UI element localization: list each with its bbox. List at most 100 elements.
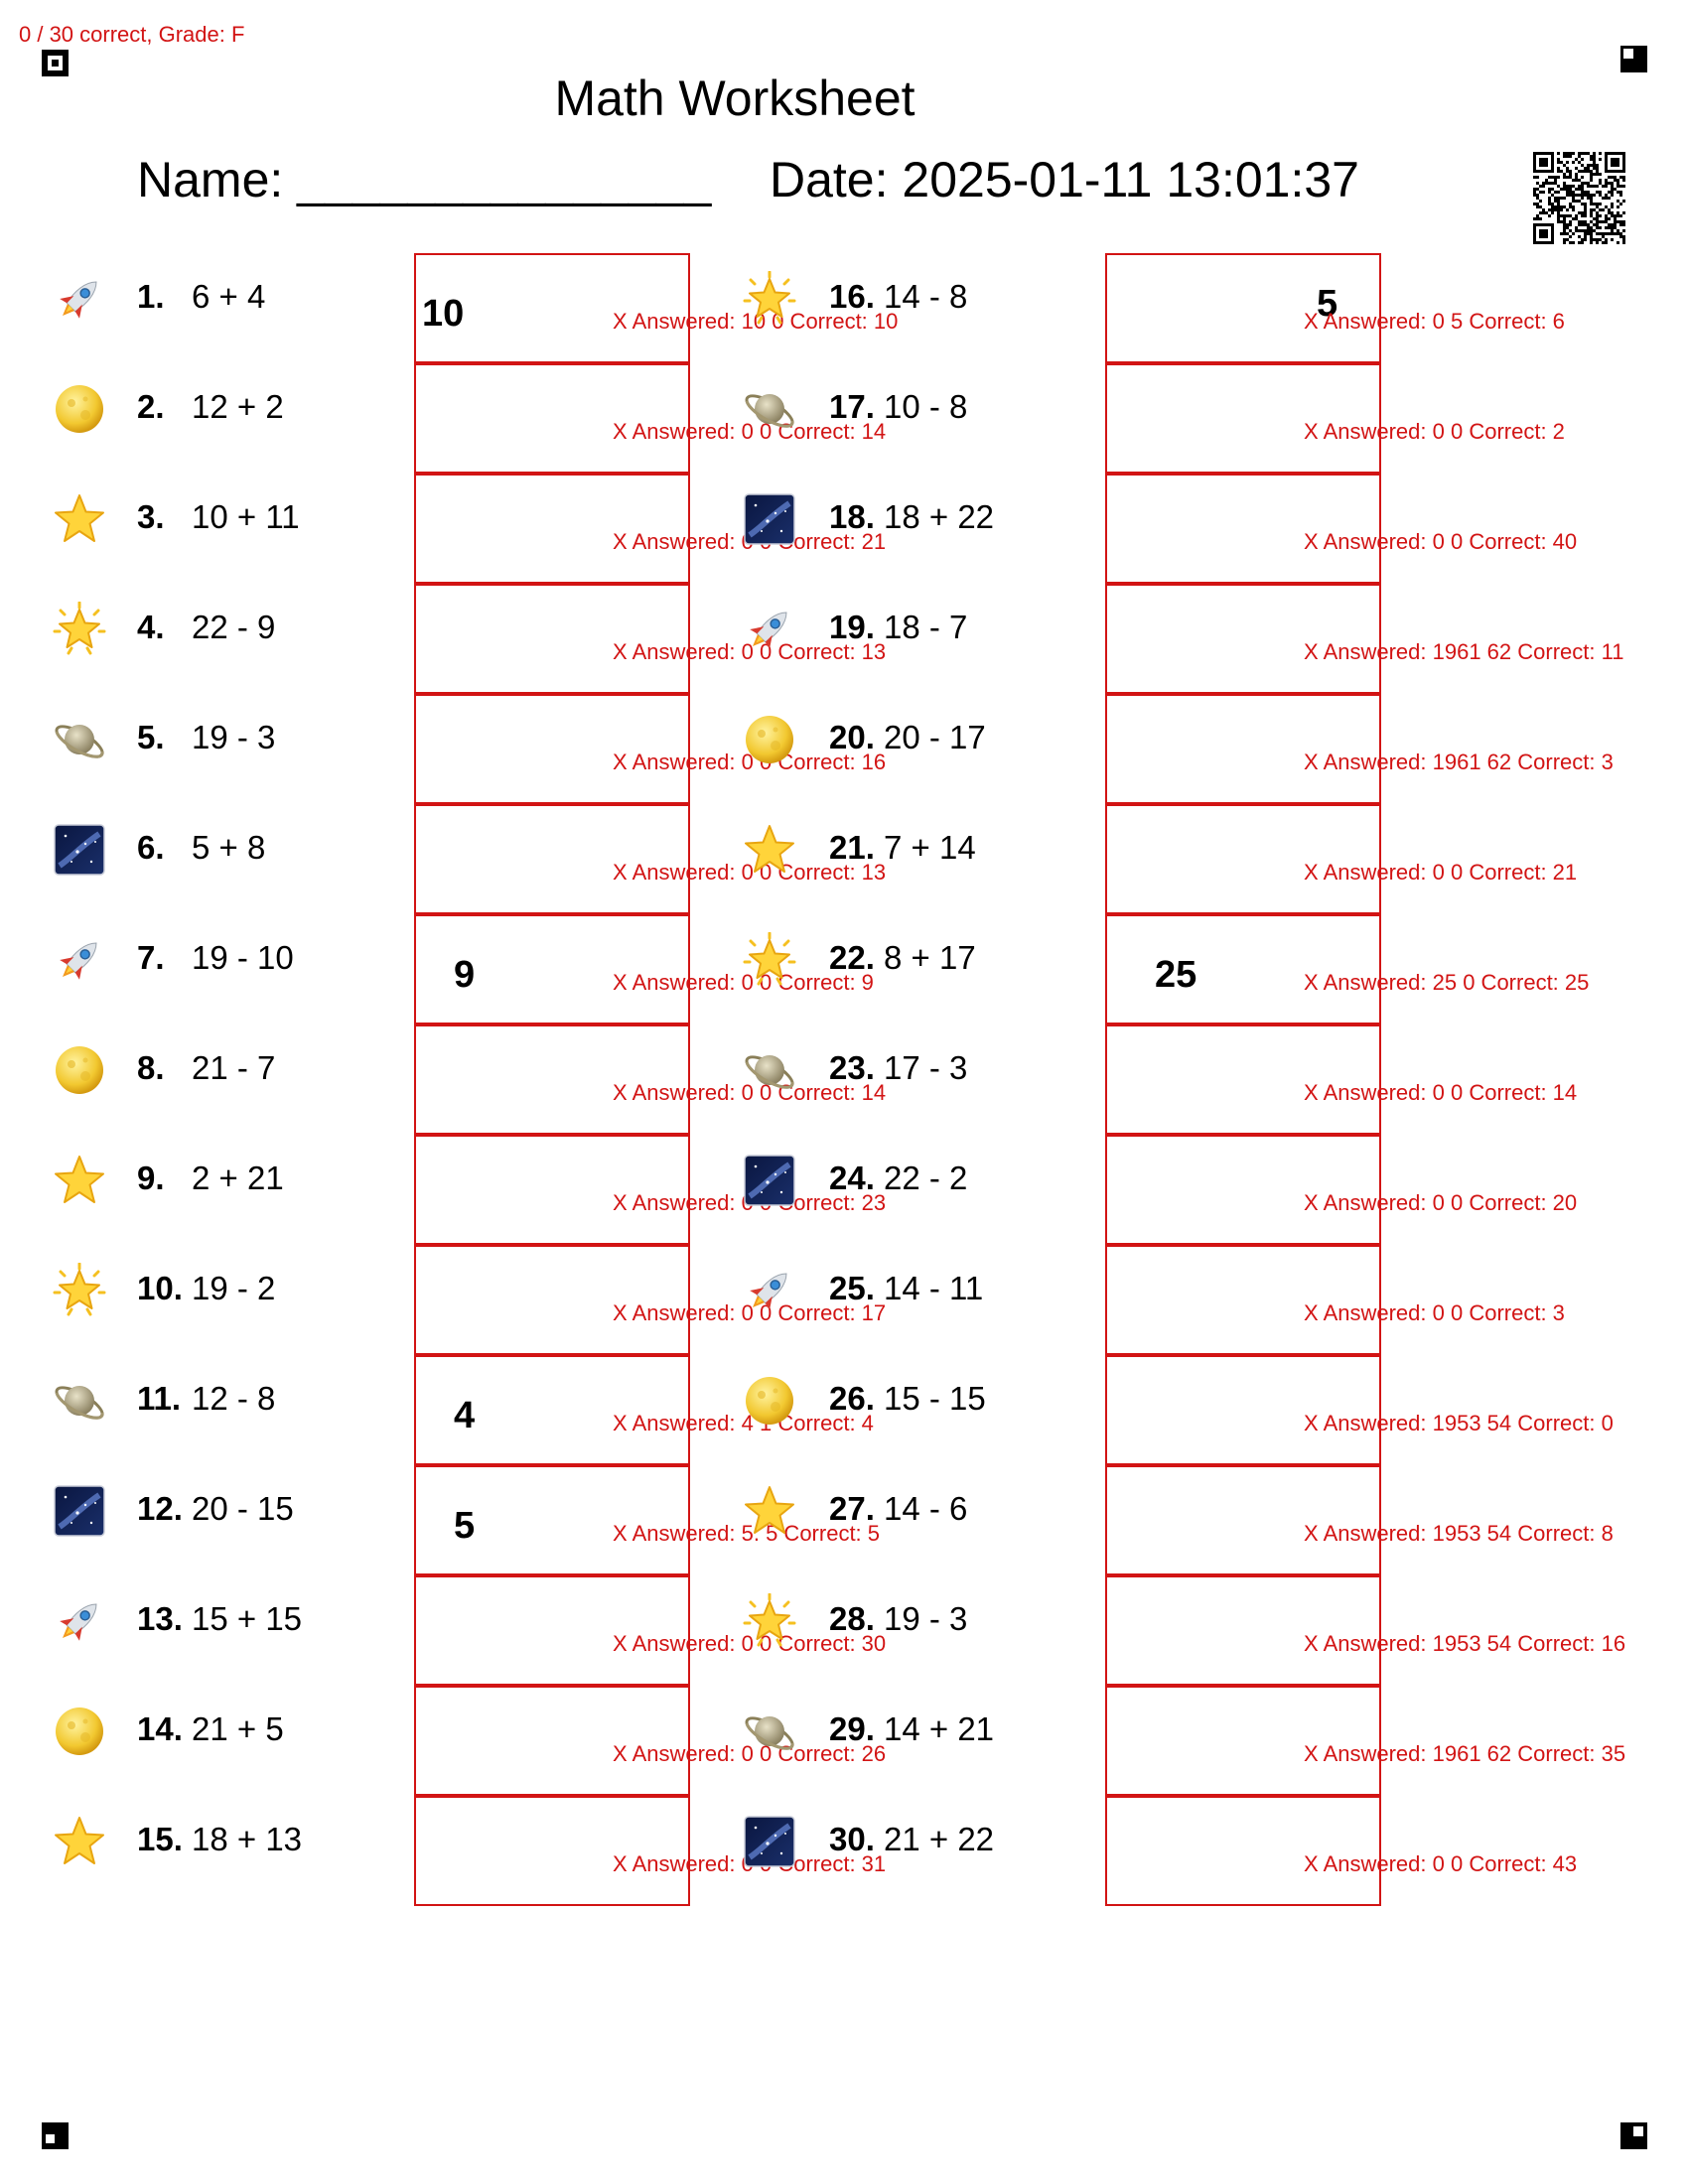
problem-expression: 18 + 13 xyxy=(192,1821,303,1857)
problem-number: 25. xyxy=(829,1270,875,1306)
problem-expression: 20 - 15 xyxy=(192,1490,294,1527)
grade-summary: 0 / 30 correct, Grade: F xyxy=(19,22,245,47)
star-icon xyxy=(52,1814,107,1869)
answer-value: 4 xyxy=(454,1395,476,1436)
problem-expression: 8 + 17 xyxy=(884,939,976,976)
problem-expression: 14 - 8 xyxy=(884,278,968,315)
grading-feedback: X Answered: 5. 5 Correct: 5 xyxy=(613,1521,881,1546)
problem-number: 15. xyxy=(137,1821,183,1857)
problem-expression: 5 + 8 xyxy=(192,829,266,866)
answer-box[interactable] xyxy=(1105,694,1381,804)
answer-box[interactable] xyxy=(1105,474,1381,584)
milky-way-icon xyxy=(52,822,107,878)
problem-expression: 17 - 3 xyxy=(884,1049,968,1086)
problem-number: 12. xyxy=(137,1490,183,1527)
answer-box[interactable] xyxy=(414,1355,690,1465)
problem-expression: 21 + 5 xyxy=(192,1710,284,1747)
problem-number: 5. xyxy=(137,719,165,755)
answer-box[interactable] xyxy=(414,1465,690,1575)
answer-box[interactable] xyxy=(1105,1024,1381,1135)
answer-value: 10 xyxy=(422,293,465,335)
problem-number: 22. xyxy=(829,939,875,976)
answer-box[interactable] xyxy=(1105,1245,1381,1355)
answer-box[interactable] xyxy=(1105,1355,1381,1465)
answer-box[interactable] xyxy=(414,1245,690,1355)
grading-feedback: X Answered: 0 0 Correct: 30 xyxy=(613,1631,887,1656)
problem-number: 19. xyxy=(829,609,875,645)
problem-expression: 19 - 3 xyxy=(884,1600,968,1637)
grading-feedback: X Answered: 0 0 Correct: 16 xyxy=(613,750,887,774)
problem-expression: 18 + 22 xyxy=(884,498,995,535)
grading-feedback: X Answered: 1953 54 Correct: 0 xyxy=(1304,1411,1614,1435)
answer-box[interactable] xyxy=(414,1135,690,1245)
grading-feedback: X Answered: 0 0 Correct: 14 xyxy=(613,1080,887,1105)
answer-box[interactable] xyxy=(1105,914,1381,1024)
problem-number: 7. xyxy=(137,939,165,976)
grading-feedback: X Answered: 0 0 Correct: 40 xyxy=(1304,529,1578,554)
problem-number: 16. xyxy=(829,278,875,315)
problem-expression: 20 - 17 xyxy=(884,719,986,755)
problem-number: 8. xyxy=(137,1049,165,1086)
glowing-star-icon xyxy=(742,1592,797,1649)
answer-box[interactable] xyxy=(414,914,690,1024)
milky-way-icon xyxy=(742,1814,797,1869)
answer-box[interactable] xyxy=(414,474,690,584)
corner-marker-top-right xyxy=(1620,46,1647,72)
answer-box[interactable] xyxy=(414,804,690,914)
answer-box[interactable] xyxy=(414,1575,690,1686)
problem-number: 10. xyxy=(137,1270,183,1306)
problem-expression: 15 + 15 xyxy=(192,1600,303,1637)
grading-feedback: X Answered: 0 0 Correct: 14 xyxy=(1304,1080,1578,1105)
grading-feedback: X Answered: 0 0 Correct: 43 xyxy=(1304,1851,1578,1876)
problem-expression: 22 - 2 xyxy=(884,1160,968,1196)
star-icon xyxy=(742,822,797,878)
grading-feedback: X Answered: 4 1 Correct: 4 xyxy=(613,1411,874,1435)
milky-way-icon xyxy=(52,1483,107,1539)
name-label: Name: _______________ xyxy=(137,152,712,207)
answer-box[interactable] xyxy=(1105,1465,1381,1575)
grading-feedback: X Answered: 0 0 Correct: 2 xyxy=(1304,419,1565,444)
problem-number: 3. xyxy=(137,498,165,535)
problem-expression: 12 - 8 xyxy=(192,1380,276,1417)
answer-box[interactable] xyxy=(1105,1575,1381,1686)
worksheet-title: Math Worksheet xyxy=(554,70,915,126)
problem-expression: 19 - 2 xyxy=(192,1270,276,1306)
grading-feedback: X Answered: 1961 62 Correct: 3 xyxy=(1304,750,1614,774)
answer-value: 25 xyxy=(1155,954,1197,996)
answer-box[interactable] xyxy=(414,253,690,363)
problem-number: 17. xyxy=(829,388,875,425)
problem-number: 29. xyxy=(829,1710,875,1747)
glowing-star-icon xyxy=(742,270,797,327)
answer-box[interactable] xyxy=(1105,584,1381,694)
answer-box[interactable] xyxy=(1105,804,1381,914)
grading-feedback: X Answered: 1953 54 Correct: 8 xyxy=(1304,1521,1614,1546)
problem-number: 11. xyxy=(137,1380,182,1417)
problem-number: 30. xyxy=(829,1821,875,1857)
answer-box[interactable] xyxy=(1105,1796,1381,1906)
corner-marker-bottom-left xyxy=(42,2122,69,2149)
problem-expression: 14 - 11 xyxy=(884,1270,984,1306)
grading-feedback: X Answered: 0 0 Correct: 14 xyxy=(613,419,887,444)
corner-marker-bottom-right xyxy=(1620,2122,1647,2149)
problem-number: 2. xyxy=(137,388,165,425)
answer-box[interactable] xyxy=(414,1024,690,1135)
answer-box[interactable] xyxy=(414,1686,690,1796)
answer-box[interactable] xyxy=(414,694,690,804)
glowing-star-icon xyxy=(52,601,107,657)
grading-feedback: X Answered: 0 0 Correct: 20 xyxy=(1304,1190,1578,1215)
glowing-star-icon xyxy=(742,931,797,988)
moon-icon xyxy=(742,1373,797,1429)
answer-box[interactable] xyxy=(1105,1686,1381,1796)
problem-number: 13. xyxy=(137,1600,183,1637)
answer-box[interactable] xyxy=(414,363,690,474)
problem-number: 14. xyxy=(137,1710,183,1747)
answer-box[interactable] xyxy=(1105,1135,1381,1245)
answer-box[interactable] xyxy=(1105,363,1381,474)
answer-box[interactable] xyxy=(414,1796,690,1906)
problem-number: 6. xyxy=(137,829,165,866)
answer-box[interactable] xyxy=(1105,253,1381,363)
problem-number: 28. xyxy=(829,1600,875,1637)
problem-number: 18. xyxy=(829,498,875,535)
grading-feedback: X Answered: 1961 62 Correct: 35 xyxy=(1304,1741,1626,1766)
answer-box[interactable] xyxy=(414,584,690,694)
